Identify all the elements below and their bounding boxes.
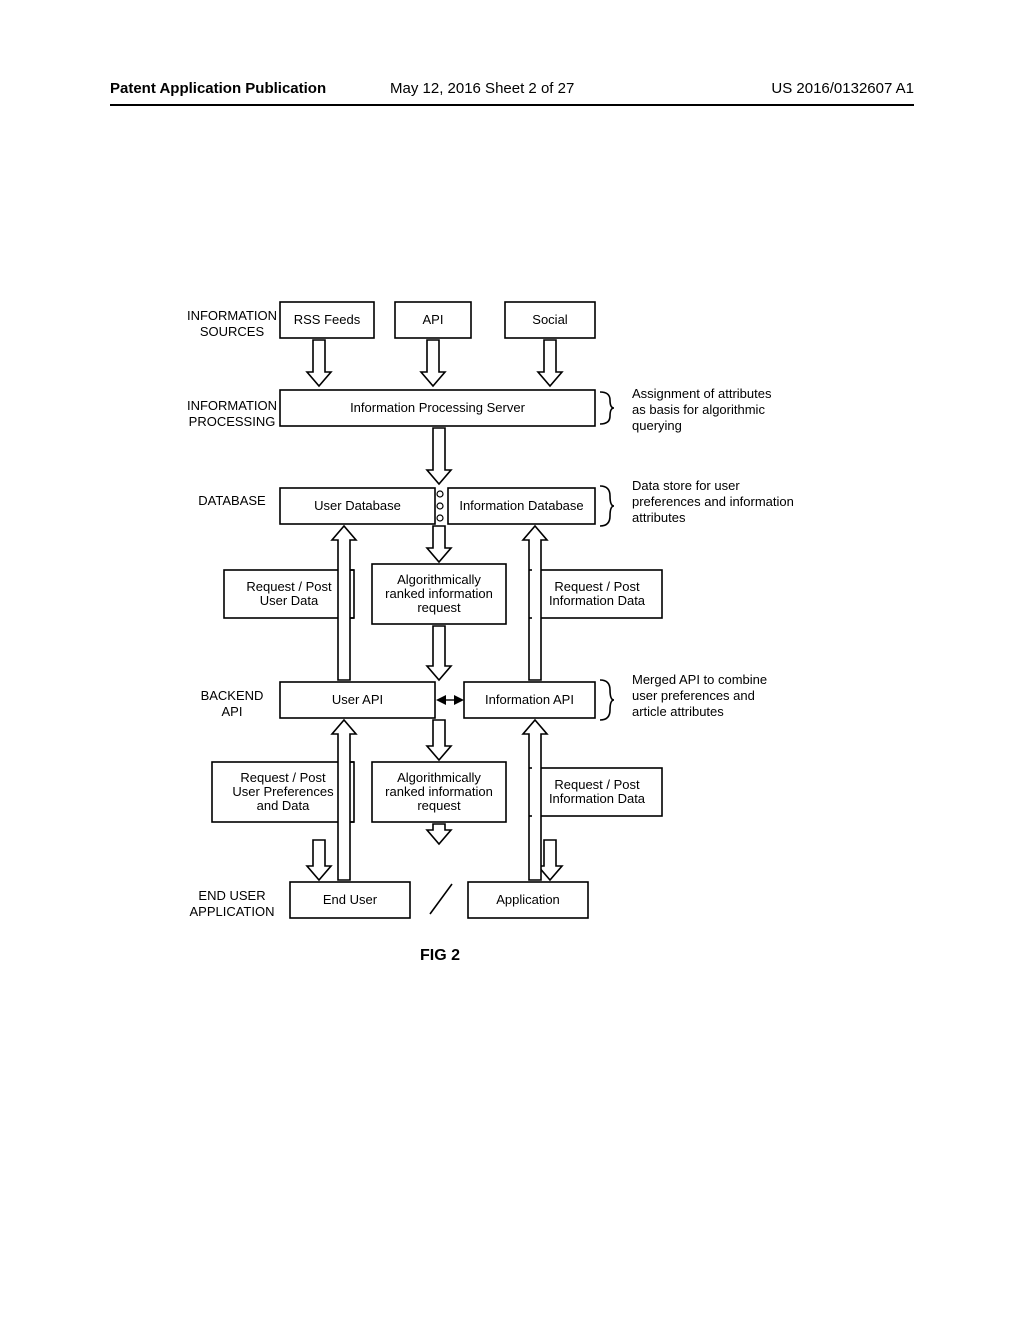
brace-0 <box>600 392 614 424</box>
box-req-infodata1-text0: Request / Post <box>554 579 640 594</box>
box-application-text0: Application <box>496 892 560 907</box>
brace-0-text1: as basis for algorithmic <box>632 402 765 417</box>
box-infoapi: Information API <box>464 682 595 718</box>
box-enduser: End User <box>290 882 410 918</box>
brace-1 <box>600 486 614 526</box>
brace-1-text0: Data store for user <box>632 478 740 493</box>
box-req-infodata2: Request / PostInformation Data <box>532 768 662 816</box>
box-rss: RSS Feeds <box>280 302 374 338</box>
separator-dot-2 <box>437 515 443 521</box>
box-rss-text0: RSS Feeds <box>294 312 361 327</box>
lbl-processing-line1: PROCESSING <box>189 414 276 429</box>
arrow-down-4 <box>427 526 451 562</box>
lbl-enduser-line0: END USER <box>198 888 265 903</box>
box-social: Social <box>505 302 595 338</box>
box-algo2-text1: ranked information <box>385 784 493 799</box>
separator-dot-0 <box>437 491 443 497</box>
box-userdb: User Database <box>280 488 435 524</box>
arrow-down-6 <box>427 720 451 760</box>
arrow-down-8 <box>307 840 331 880</box>
box-req-infodata2-text0: Request / Post <box>554 777 640 792</box>
lbl-backend-line1: API <box>222 704 243 719</box>
brace-2-text0: Merged API to combine <box>632 672 767 687</box>
brace-2-text2: article attributes <box>632 704 724 719</box>
box-ips: Information Processing Server <box>280 390 595 426</box>
arrow-down-7 <box>427 824 451 844</box>
diagram-canvas: INFORMATIONSOURCESINFORMATIONPROCESSINGD… <box>0 0 1024 1320</box>
box-req-userpref-text0: Request / Post <box>240 770 326 785</box>
lbl-database-line0: DATABASE <box>198 493 266 508</box>
arrow-down-5 <box>427 626 451 680</box>
lbl-enduser-line1: APPLICATION <box>189 904 274 919</box>
lbl-processing: INFORMATIONPROCESSING <box>187 398 277 429</box>
arrow-both-14 <box>436 695 464 705</box>
box-req-infodata1: Request / PostInformation Data <box>532 570 662 618</box>
box-algo2: Algorithmicallyranked informationrequest <box>372 762 506 822</box>
lbl-enduser: END USERAPPLICATION <box>189 888 274 919</box>
box-infodb: Information Database <box>448 488 595 524</box>
box-userapi-text0: User API <box>332 692 383 707</box>
brace-0-text0: Assignment of attributes <box>632 386 772 401</box>
arrow-down-0 <box>307 340 331 386</box>
figure-caption: FIG 2 <box>420 947 460 964</box>
box-api: API <box>395 302 471 338</box>
lbl-database: DATABASE <box>198 493 266 508</box>
box-algo1-text0: Algorithmically <box>397 572 481 587</box>
box-enduser-text0: End User <box>323 892 378 907</box>
lbl-processing-line0: INFORMATION <box>187 398 277 413</box>
slash-divider <box>430 884 452 914</box>
box-req-userpref: Request / PostUser Preferencesand Data <box>212 762 354 822</box>
box-userdb-text0: User Database <box>314 498 401 513</box>
brace-1-text1: preferences and information <box>632 494 794 509</box>
box-ips-text0: Information Processing Server <box>350 400 526 415</box>
box-req-userdata: Request / PostUser Data <box>224 570 354 618</box>
lbl-backend-line0: BACKEND <box>201 688 264 703</box>
lbl-backend: BACKENDAPI <box>201 688 264 719</box>
separator-dot-1 <box>437 503 443 509</box>
box-api-text0: API <box>423 312 444 327</box>
box-req-infodata1-text1: Information Data <box>549 593 646 608</box>
lbl-sources-line0: INFORMATION <box>187 308 277 323</box>
box-req-infodata2-text1: Information Data <box>549 791 646 806</box>
arrow-down-1 <box>421 340 445 386</box>
lbl-sources: INFORMATIONSOURCES <box>187 308 277 339</box>
box-social-text0: Social <box>532 312 568 327</box>
box-req-userpref-text2: and Data <box>257 798 311 813</box>
brace-2 <box>600 680 614 720</box>
box-algo1-text2: request <box>417 600 461 615</box>
box-application: Application <box>468 882 588 918</box>
brace-2-text1: user preferences and <box>632 688 755 703</box>
box-req-userpref-text1: User Preferences <box>232 784 334 799</box>
box-algo2-text0: Algorithmically <box>397 770 481 785</box>
box-req-userdata-text0: Request / Post <box>246 579 332 594</box>
box-req-userdata-text1: User Data <box>260 593 319 608</box>
brace-1-text2: attributes <box>632 510 686 525</box>
box-algo2-text2: request <box>417 798 461 813</box>
box-algo1-text1: ranked information <box>385 586 493 601</box>
arrow-up-12 <box>332 720 356 880</box>
brace-0-text2: querying <box>632 418 682 433</box>
arrow-down-2 <box>538 340 562 386</box>
arrow-down-3 <box>427 428 451 484</box>
box-infoapi-text0: Information API <box>485 692 574 707</box>
lbl-sources-line1: SOURCES <box>200 324 265 339</box>
arrow-up-10 <box>332 526 356 680</box>
box-algo1: Algorithmicallyranked informationrequest <box>372 564 506 624</box>
arrow-up-11 <box>523 526 547 680</box>
box-userapi: User API <box>280 682 435 718</box>
box-infodb-text0: Information Database <box>459 498 583 513</box>
